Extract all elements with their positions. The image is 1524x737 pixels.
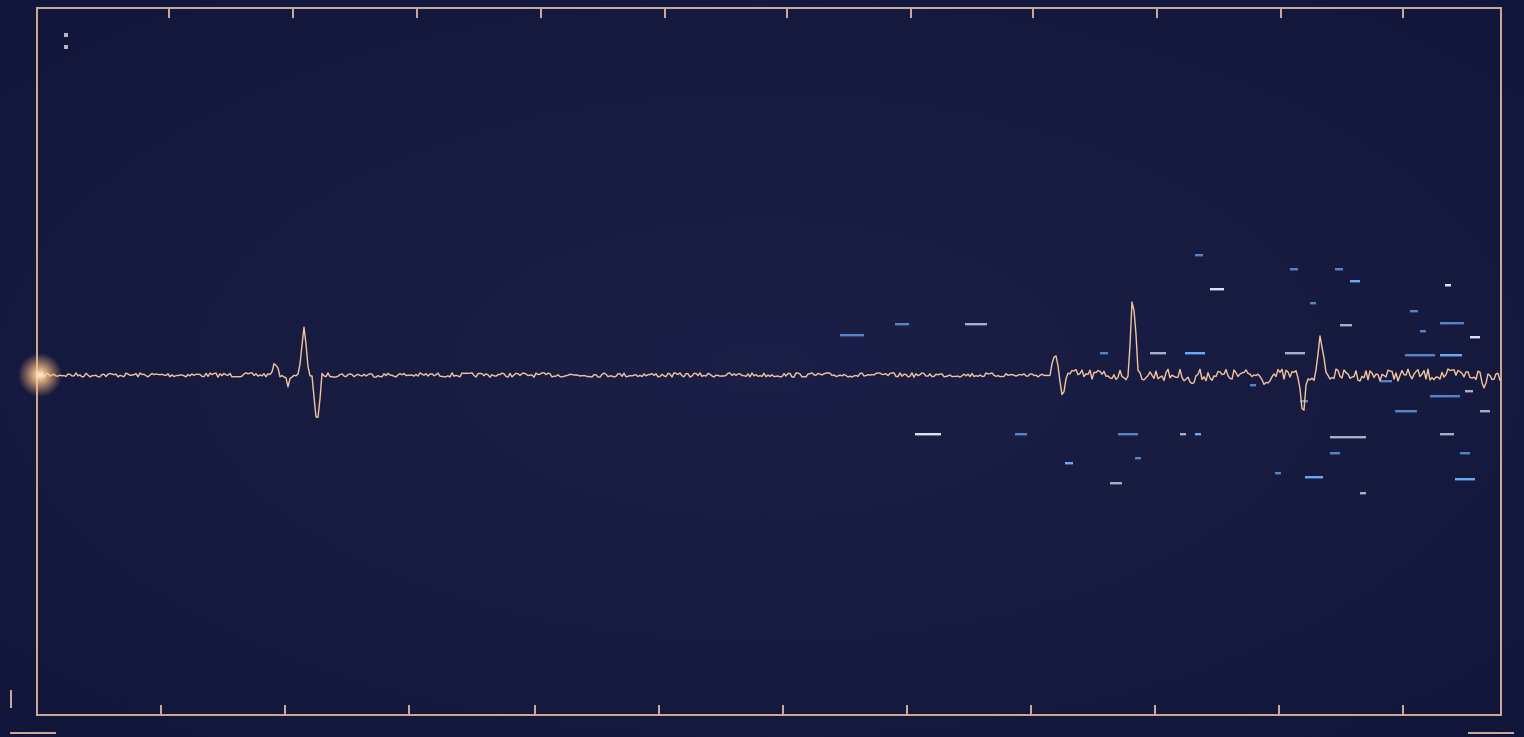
scatter-dash: [1430, 395, 1460, 398]
scatter-layer: [840, 254, 1490, 495]
scatter-dash: [1290, 268, 1298, 271]
scatter-dash: [1395, 410, 1417, 413]
scatter-dash: [1285, 352, 1305, 355]
scatter-dash: [1305, 476, 1323, 479]
tick-mark: [292, 8, 294, 18]
scatter-dash: [1300, 400, 1308, 403]
tick-mark: [1280, 8, 1282, 18]
corner-mark-bottom-left: [10, 690, 12, 708]
signal-line: [39, 301, 1501, 418]
scatter-dash: [1455, 478, 1475, 481]
tick-mark: [160, 705, 162, 715]
scatter-dash: [1180, 433, 1186, 436]
origin-glow-icon: [18, 353, 62, 397]
scatter-dash: [1380, 380, 1392, 383]
legend-bullet: [64, 33, 68, 37]
tick-mark: [782, 705, 784, 715]
tick-mark: [1402, 8, 1404, 18]
scatter-dash: [840, 334, 864, 337]
tick-mark: [416, 8, 418, 18]
scatter-dash: [1420, 330, 1426, 333]
scatter-dash: [1015, 433, 1027, 436]
scatter-dash: [915, 433, 941, 436]
scatter-dash: [1065, 462, 1073, 465]
tick-mark: [540, 8, 542, 18]
scatter-dash: [1150, 352, 1166, 355]
scatter-dash: [1310, 302, 1316, 305]
tick-mark: [658, 705, 660, 715]
scatter-dash: [1335, 268, 1343, 271]
scatter-dash: [1350, 280, 1360, 283]
tick-mark: [786, 8, 788, 18]
tick-mark: [168, 8, 170, 18]
scatter-dash: [1405, 354, 1435, 357]
scatter-dash: [1110, 482, 1122, 485]
scatter-dash: [1195, 433, 1201, 436]
tick-mark: [534, 705, 536, 715]
legend: [62, 32, 78, 49]
tick-mark: [284, 705, 286, 715]
tick-mark: [664, 8, 666, 18]
scatter-dash: [1410, 310, 1418, 313]
scatter-dash: [1330, 452, 1340, 455]
scatter-dash: [1118, 433, 1138, 436]
tick-mark: [1030, 705, 1032, 715]
scatter-dash: [1340, 324, 1352, 327]
scatter-dash: [1250, 384, 1256, 387]
scatter-dash: [965, 323, 987, 326]
scatter-dash: [1360, 492, 1366, 495]
scatter-dash: [1480, 410, 1490, 413]
scatter-dash: [1210, 288, 1224, 291]
scatter-dash: [1185, 352, 1205, 355]
corner-mark-bottom-left-h: [10, 732, 56, 734]
tick-mark: [408, 705, 410, 715]
scatter-dash: [1440, 433, 1454, 436]
scatter-dash: [895, 323, 909, 326]
tick-mark: [1154, 705, 1156, 715]
tick-mark: [1156, 8, 1158, 18]
scatter-dash: [1100, 352, 1108, 355]
scatter-dash: [1470, 336, 1480, 339]
scatter-dash: [1465, 390, 1473, 393]
tick-mark: [910, 8, 912, 18]
tick-mark: [906, 705, 908, 715]
scatter-dash: [1440, 322, 1464, 325]
scatter-dash: [1135, 457, 1141, 460]
legend-bullet: [64, 45, 68, 49]
scatter-dash: [1330, 436, 1366, 439]
scatter-dash: [1195, 254, 1203, 257]
tick-mark: [1402, 705, 1404, 715]
scatter-dash: [1445, 284, 1451, 287]
scatter-dash: [1275, 472, 1281, 475]
scatter-dash: [1460, 452, 1470, 455]
scatter-dash: [1440, 354, 1462, 357]
tick-mark: [1278, 705, 1280, 715]
tick-mark: [1032, 8, 1034, 18]
corner-mark-bottom-right-h: [1468, 732, 1514, 734]
